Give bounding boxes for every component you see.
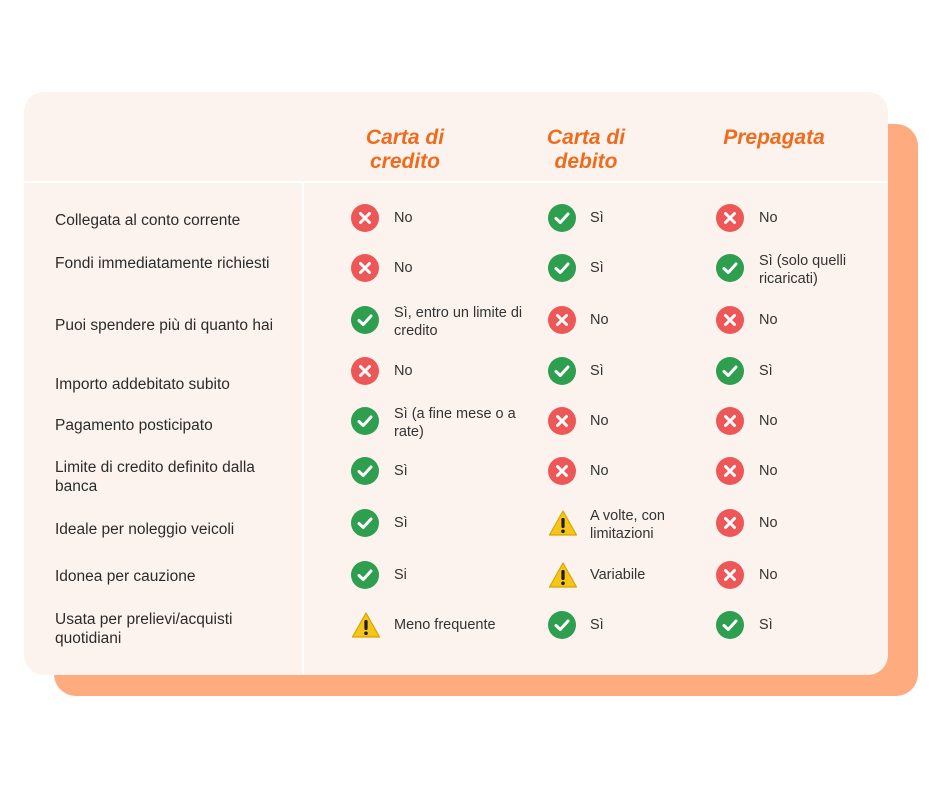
cross-icon bbox=[351, 204, 379, 232]
cross-icon bbox=[548, 306, 576, 334]
row-label: Pagamento posticipato bbox=[55, 417, 213, 434]
cross-icon bbox=[716, 407, 744, 435]
warning-icon bbox=[351, 611, 381, 639]
check-icon bbox=[716, 357, 744, 385]
cell-value: No bbox=[759, 463, 778, 479]
cell-value: No bbox=[394, 210, 413, 226]
check-icon bbox=[351, 509, 379, 537]
check-icon bbox=[716, 254, 744, 282]
cell-value: Sì bbox=[394, 463, 408, 479]
row-label: Limite di credito definito dalla banca bbox=[55, 459, 255, 495]
cell-value: No bbox=[759, 567, 778, 583]
cell-value: Sì bbox=[759, 617, 773, 633]
row-label: Fondi immediatamente richiesti bbox=[55, 255, 270, 272]
cell-value: A volte, con limitazioni bbox=[590, 508, 665, 542]
cell-value: Sì bbox=[759, 363, 773, 379]
cross-icon bbox=[716, 457, 744, 485]
cross-icon bbox=[351, 357, 379, 385]
column-header-prepaid-card: Prepagata bbox=[723, 126, 825, 149]
row-label: Puoi spendere più di quanto hai bbox=[55, 317, 274, 334]
row-label: Usata per prelievi/acquisti quotidiani bbox=[55, 611, 233, 647]
cross-icon bbox=[548, 457, 576, 485]
cell-value: Si bbox=[394, 567, 407, 583]
check-icon bbox=[351, 407, 379, 435]
cross-icon bbox=[716, 306, 744, 334]
check-icon bbox=[716, 611, 744, 639]
cell-value: No bbox=[590, 312, 609, 328]
check-icon bbox=[351, 561, 379, 589]
warning-icon bbox=[548, 509, 578, 537]
header-divider bbox=[24, 181, 888, 183]
check-icon bbox=[351, 306, 379, 334]
label-column-divider bbox=[302, 181, 304, 675]
check-icon bbox=[548, 254, 576, 282]
cross-icon bbox=[716, 204, 744, 232]
comparison-card bbox=[24, 92, 888, 675]
cell-value: Variabile bbox=[590, 567, 646, 583]
check-icon bbox=[548, 611, 576, 639]
cross-icon bbox=[351, 254, 379, 282]
cell-value: Sì (a fine mese o a rate) bbox=[394, 406, 516, 440]
column-header-debit-card: Carta di debito bbox=[546, 126, 626, 173]
cell-value: No bbox=[394, 363, 413, 379]
row-label: Ideale per noleggio veicoli bbox=[55, 521, 235, 538]
cell-value: No bbox=[590, 463, 609, 479]
row-label: Idonea per cauzione bbox=[55, 568, 196, 585]
row-label: Collegata al conto corrente bbox=[55, 212, 241, 229]
cell-value: Sì bbox=[590, 210, 604, 226]
column-header-credit-card: Carta di credito bbox=[365, 126, 445, 173]
cell-value: No bbox=[394, 260, 413, 276]
cell-value: No bbox=[759, 515, 778, 531]
check-icon bbox=[351, 457, 379, 485]
cell-value: No bbox=[759, 312, 778, 328]
cross-icon bbox=[548, 407, 576, 435]
cross-icon bbox=[716, 509, 744, 537]
cell-value: Sì bbox=[394, 515, 408, 531]
cell-value: Sì (solo quelli ricaricati) bbox=[759, 253, 847, 287]
check-icon bbox=[548, 204, 576, 232]
cell-value: No bbox=[759, 210, 778, 226]
cell-value: No bbox=[759, 413, 778, 429]
cell-value: Sì bbox=[590, 363, 604, 379]
cell-value: Sì bbox=[590, 617, 604, 633]
check-icon bbox=[548, 357, 576, 385]
cell-value: Sì, entro un limite di credito bbox=[394, 305, 523, 339]
row-label: Importo addebitato subito bbox=[55, 376, 230, 393]
cell-value: No bbox=[590, 413, 609, 429]
warning-icon bbox=[548, 561, 578, 589]
cell-value: Meno frequente bbox=[394, 617, 496, 633]
cell-value: Sì bbox=[590, 260, 604, 276]
cross-icon bbox=[716, 561, 744, 589]
